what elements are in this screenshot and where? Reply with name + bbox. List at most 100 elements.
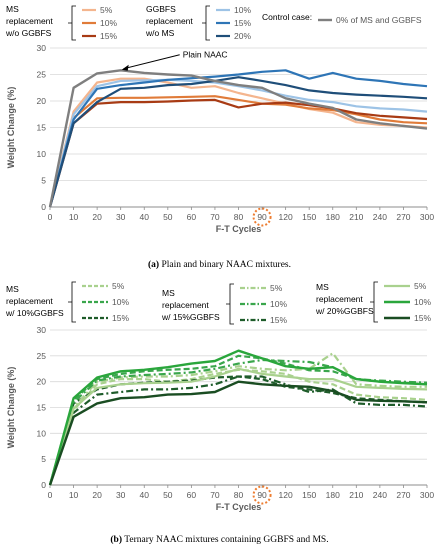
- chart-a-x-tick-label: 150: [302, 212, 316, 222]
- chart-b-legend-title: MS: [316, 282, 329, 292]
- chart-a-legend-title: w/o MS: [145, 28, 175, 38]
- chart-b-legend-title: w/ 15%GGBFS: [161, 312, 220, 322]
- chart-a-y-tick-label: 15: [37, 123, 47, 133]
- chart-b-series-line-4: [48, 358, 428, 486]
- chart-b-legend-label: 5%: [112, 281, 125, 291]
- chart-a-y-tick-label: 10: [37, 149, 47, 159]
- chart-b-x-tick-label: 50: [163, 490, 173, 500]
- chart-a-x-tick-label: 10: [69, 212, 79, 222]
- chart-a-x-tick-label: 40: [140, 212, 150, 222]
- chart-a-series-line-2: [48, 98, 428, 208]
- caption-a-letter: (a): [147, 260, 160, 270]
- chart-b-y-tick-label: 5: [41, 454, 46, 464]
- chart-a-x-tick-label: 180: [326, 212, 340, 222]
- caption-a-text: Plain and binary NAAC mixtures.: [161, 260, 291, 270]
- chart-a-x-axis-title: F-T Cycles: [216, 224, 262, 234]
- chart-b-legend-label: 5%: [270, 283, 283, 293]
- caption-b-text: Ternary NAAC mixtures containing GGBFS a…: [124, 535, 329, 545]
- chart-b-legend-title: w/ 20%GGBFS: [315, 306, 374, 316]
- chart-b-x-axis-title: F-T Cycles: [216, 502, 262, 512]
- chart-b-legend-title: w/ 10%GGBFS: [5, 308, 64, 318]
- chart-b-x-tick-label: 60: [187, 490, 197, 500]
- chart-b-legend-label: 10%: [112, 297, 129, 307]
- chart-b-y-tick-label: 15: [37, 403, 47, 413]
- chart-a-y-tick-label: 5: [41, 176, 46, 186]
- chart-b-highlight-ring: [252, 485, 272, 505]
- chart-a-y-tick-label: 25: [37, 70, 47, 80]
- chart-b-series-line-5: [48, 375, 428, 486]
- chart-a-legend-label: 20%: [234, 31, 251, 41]
- chart-a-legend-label: 0% of MS and GGBFS: [336, 15, 422, 25]
- chart-a-x-tick-label: 20: [92, 212, 102, 222]
- chart-b-x-tick-label: 240: [373, 490, 387, 500]
- chart-b-x-tick-label: 120: [279, 490, 293, 500]
- chart-b-legend-label: 10%: [270, 299, 287, 309]
- chart-a-x-tick-label: 70: [210, 212, 220, 222]
- chart-a-y-axis-title: Weight Change (%): [6, 87, 16, 169]
- chart-b-y-tick-label: 0: [41, 480, 46, 490]
- chart-a-legend-bracket: [202, 5, 210, 41]
- chart-b-legend-label: 5%: [414, 281, 427, 291]
- chart-b-y-tick-label: 30: [37, 325, 47, 335]
- chart-b-y-tick-label: 20: [37, 377, 47, 387]
- chart-a-x-tick-label: 50: [163, 212, 173, 222]
- chart-b-series-line-6: [48, 367, 428, 486]
- chart-b-series-line-3: [48, 352, 427, 486]
- chart-b-x-tick-label: 300: [420, 490, 434, 500]
- chart-b-legend-label: 15%: [414, 313, 431, 323]
- chart-a-x-tick-label: 300: [420, 212, 434, 222]
- chart-a-series-line-5: [48, 76, 428, 208]
- chart-b-x-tick-label: 80: [234, 490, 244, 500]
- chart-a-x-tick-label: 30: [116, 212, 126, 222]
- chart-a-annotation-arrowhead: [121, 64, 129, 71]
- chart-b-x-tick-label: 0: [48, 490, 53, 500]
- chart-a-legend-title: GGBFS: [146, 4, 176, 14]
- chart-a-annotation-arrow: [123, 54, 180, 70]
- chart-a-series-line-1: [48, 95, 428, 208]
- chart-a-y-tick-label: 0: [41, 202, 46, 212]
- chart-b-x-tick-label: 40: [140, 490, 150, 500]
- chart-b-x-tick-label: 20: [92, 490, 102, 500]
- chart-a-legend-title: Control case:: [262, 12, 312, 22]
- chart-b-x-tick-label: 30: [116, 490, 126, 500]
- chart-a-legend-title: w/o GGBFS: [5, 28, 52, 38]
- chart-a-series-line-4: [48, 69, 428, 208]
- chart-a-series-line-0: [48, 77, 428, 208]
- caption-b-letter: (b): [110, 535, 123, 545]
- chart-b-x-tick-label: 10: [69, 490, 79, 500]
- chart-a-x-tick-label: 120: [279, 212, 293, 222]
- chart-b-legend-label: 15%: [112, 313, 129, 323]
- chart-b-y-axis-title: Weight Change (%): [6, 367, 16, 449]
- chart-a-y-tick-label: 20: [37, 96, 47, 106]
- chart-b-legend-label: 15%: [270, 315, 287, 325]
- caption-b: (b) Ternary NAAC mixtures containing GGB…: [0, 535, 439, 545]
- chart-a-x-tick-label: 270: [396, 212, 410, 222]
- chart-b-x-tick-label: 90: [257, 490, 267, 500]
- chart-b-x-tick-label: 70: [210, 490, 220, 500]
- chart-b-legend-bracket: [370, 281, 378, 323]
- chart-b-series-line-7: [48, 349, 428, 486]
- chart-a-x-tick-label: 0: [48, 212, 53, 222]
- chart-a-x-tick-label: 80: [234, 212, 244, 222]
- chart-b-series-line-8: [48, 380, 428, 486]
- chart-a-legend-label: 5%: [100, 5, 113, 15]
- chart-b-legend-label: 10%: [414, 297, 431, 307]
- chart-a-x-tick-label: 90: [257, 212, 267, 222]
- chart-a-y-tick-label: 30: [37, 43, 47, 53]
- chart-b-legend-title: replacement: [6, 296, 53, 306]
- chart-a-legend-label: 10%: [234, 5, 251, 15]
- chart-b-x-tick-label: 150: [302, 490, 316, 500]
- chart-a-legend-label: 15%: [234, 18, 251, 28]
- chart-b-x-tick-label: 270: [396, 490, 410, 500]
- chart-a-legend-bracket: [68, 5, 76, 41]
- chart-b-legend-title: MS: [162, 288, 175, 298]
- chart-b-legend-title: replacement: [316, 294, 363, 304]
- caption-a: (a) Plain and binary NAAC mixtures.: [0, 260, 439, 270]
- chart-b-legend-bracket: [226, 283, 234, 325]
- chart-a-x-tick-label: 210: [349, 212, 363, 222]
- chart-b-x-tick-label: 180: [326, 490, 340, 500]
- chart-b-legend-title: replacement: [162, 300, 209, 310]
